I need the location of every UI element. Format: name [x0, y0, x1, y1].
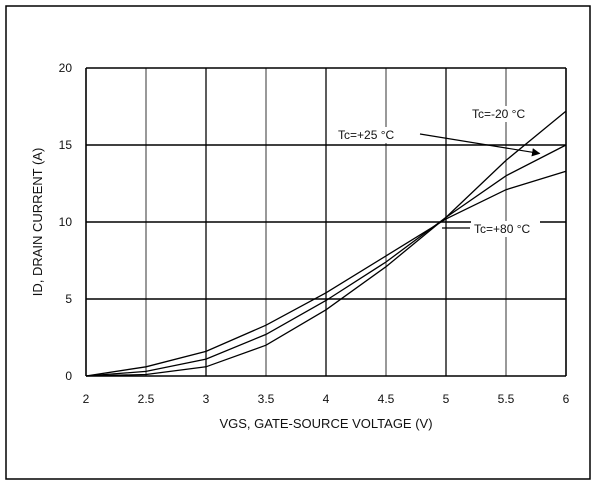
y-axis-title: ID, DRAIN CURRENT (A) — [30, 148, 45, 297]
annotation-layer: Tc=-20 °C Tc=+25 °C Tc=+80 °C — [335, 106, 541, 237]
chart-frame — [5, 5, 591, 480]
y-tick-label: 0 — [65, 369, 72, 383]
x-tick-label: 6 — [563, 392, 570, 406]
annotation-label-1: Tc=+25 °C — [338, 128, 394, 142]
tick-layer: 2 2.5 3 3.5 4 4.5 5 5.5 6 0 5 10 15 20 — [59, 61, 570, 406]
series-line-0 — [85, 110, 567, 377]
x-tick-label: 3.5 — [258, 392, 275, 406]
annotation-label-2: Tc=+80 °C — [474, 222, 530, 236]
y-tick-label: 15 — [59, 138, 73, 152]
x-tick-label: 5.5 — [498, 392, 515, 406]
x-tick-label: 4.5 — [378, 392, 395, 406]
annotation-label-0: Tc=-20 °C — [472, 107, 525, 121]
x-tick-label: 5 — [443, 392, 450, 406]
x-tick-label: 2.5 — [138, 392, 155, 406]
x-tick-label: 4 — [323, 392, 330, 406]
annotation-bg-2 — [471, 221, 540, 237]
annotation-leader-1 — [419, 133, 541, 157]
y-tick-label: 20 — [59, 61, 73, 75]
annotation-bg-0 — [469, 106, 538, 122]
y-tick-label: 10 — [59, 215, 73, 229]
x-axis-title: VGS, GATE-SOURCE VOLTAGE (V) — [219, 416, 432, 431]
y-tick-label: 5 — [65, 292, 72, 306]
x-tick-label: 2 — [83, 392, 90, 406]
x-tick-label: 3 — [203, 392, 210, 406]
series-line-2 — [85, 170, 567, 377]
annotation-bg-1 — [335, 127, 404, 143]
series-layer — [85, 110, 567, 377]
series-line-1 — [85, 144, 567, 377]
